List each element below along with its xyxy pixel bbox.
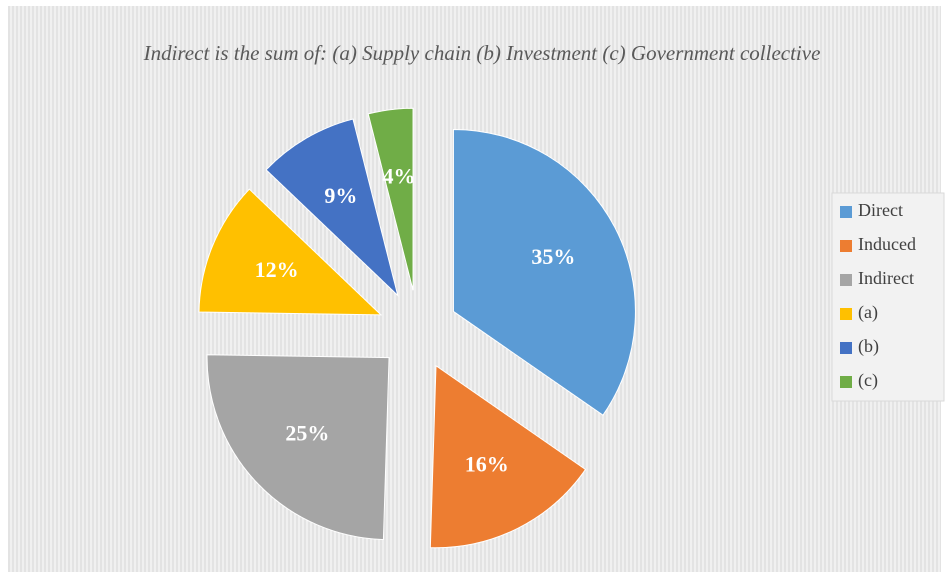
pie-slice	[206, 354, 390, 541]
legend-label: (a)	[858, 302, 878, 323]
data-label: 25%	[285, 421, 329, 446]
legend-label: Direct	[858, 200, 903, 220]
legend-swatch	[840, 308, 852, 320]
data-label: 35%	[531, 244, 575, 269]
pie-slice	[452, 128, 636, 416]
pie-slice	[429, 364, 587, 549]
data-label: 4%	[383, 163, 416, 188]
chart-title: Indirect is the sum of: (a) Supply chain…	[143, 41, 821, 65]
legend-swatch	[840, 240, 852, 252]
legend: Direct Induced Indirect (a) (b) (c)	[831, 192, 945, 402]
pie-slice	[198, 188, 383, 316]
legend-label: (b)	[858, 336, 879, 357]
data-label: 16%	[465, 452, 509, 477]
legend-swatch	[840, 274, 852, 286]
pie-slice	[367, 107, 414, 291]
data-label: 12%	[255, 257, 299, 282]
legend-box	[831, 192, 945, 402]
legend-label: Indirect	[858, 268, 914, 288]
legend-swatch	[840, 376, 852, 388]
legend-label: (c)	[858, 370, 878, 391]
legend-label: Induced	[858, 234, 916, 254]
data-label: 9%	[324, 183, 357, 208]
pie-slice	[265, 118, 399, 298]
legend-swatch	[840, 342, 852, 354]
legend-swatch	[840, 206, 852, 218]
